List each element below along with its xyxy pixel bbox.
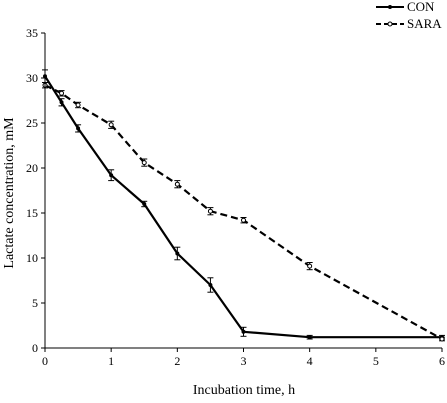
plot-area: [42, 69, 445, 342]
data-point-sara-8: [307, 263, 313, 269]
y-tick-label-1: 5: [32, 296, 38, 310]
data-point-con-7: [241, 329, 246, 334]
y-tick-label-2: 10: [26, 251, 38, 265]
data-point-sara-6: [207, 208, 213, 214]
y-tick-label-7: 35: [26, 26, 38, 40]
data-point-sara-5: [174, 181, 180, 187]
series-sara: [42, 82, 445, 342]
data-point-con-3: [109, 173, 114, 178]
x-tick-label-5: 5: [373, 354, 379, 368]
series-con: [42, 69, 445, 340]
legend-label-sara: SARA: [407, 16, 442, 31]
legend-entry-con: CON: [376, 0, 435, 14]
data-point-con-1: [59, 100, 64, 105]
series-line-con: [44, 75, 442, 339]
x-axis: 0 1 2 3 4 5 6: [42, 347, 445, 368]
data-point-sara-4: [141, 160, 147, 166]
data-point-sara-1: [59, 90, 65, 96]
x-tick-label-0: 0: [42, 354, 48, 368]
x-axis-title: Incubation time, h: [193, 383, 295, 398]
y-axis: 0 5 10 15 20 25 30 35: [26, 26, 46, 355]
data-point-con-5: [175, 251, 180, 256]
x-tick-label-1: 1: [108, 354, 114, 368]
data-point-con-8: [307, 335, 312, 340]
x-tick-label-2: 2: [174, 354, 180, 368]
legend: CON SARA: [376, 0, 442, 31]
legend-marker-sara: [387, 21, 393, 27]
y-tick-label-0: 0: [32, 341, 38, 355]
y-tick-label-5: 25: [26, 116, 38, 130]
data-point-sara-3: [108, 122, 114, 128]
y-axis-title: Lactate concentration, mM: [2, 117, 17, 269]
data-point-sara-2: [75, 102, 81, 108]
y-tick-label-6: 30: [26, 71, 38, 85]
data-point-sara-9: [439, 336, 445, 342]
data-point-con-4: [142, 202, 147, 206]
x-tick-label-6: 6: [439, 354, 445, 368]
legend-marker-con: [388, 5, 392, 9]
data-point-sara-7: [241, 217, 246, 223]
legend-label-con: CON: [407, 0, 435, 14]
y-tick-label-3: 15: [26, 206, 38, 220]
y-tick-label-4: 20: [26, 161, 38, 175]
x-tick-label-3: 3: [241, 354, 247, 368]
legend-entry-sara: SARA: [376, 16, 442, 31]
data-point-con-6: [208, 283, 213, 287]
x-tick-label-4: 4: [307, 354, 313, 368]
data-point-con-2: [76, 126, 81, 131]
series-line-sara: [44, 84, 443, 340]
